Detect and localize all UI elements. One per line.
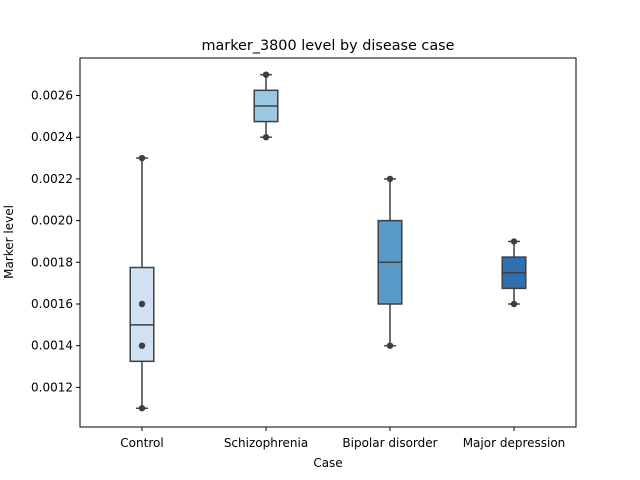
x-axis-label: Case xyxy=(313,456,342,470)
box-group xyxy=(377,175,403,349)
y-tick-label: 0.0022 xyxy=(31,172,73,186)
x-tick-label: Control xyxy=(120,436,163,450)
x-tick-label: Schizophrenia xyxy=(224,436,308,450)
plot-marks xyxy=(129,71,527,412)
box-group xyxy=(501,238,527,308)
data-point xyxy=(386,175,394,183)
data-point xyxy=(138,342,146,349)
y-tick-label: 0.0014 xyxy=(31,339,73,353)
box-group xyxy=(129,154,155,412)
plot-frame xyxy=(79,57,577,428)
y-tick-label: 0.0026 xyxy=(31,89,73,103)
x-axis: Control Schizophrenia Bipolar disorder Majo… xyxy=(120,427,565,450)
chart-title: marker_3800 level by disease case xyxy=(201,38,454,54)
box-group xyxy=(253,71,279,141)
y-tick-label: 0.0016 xyxy=(31,297,73,311)
y-tick-label: 0.0018 xyxy=(31,255,73,269)
data-point xyxy=(138,405,146,412)
data-point xyxy=(510,238,518,245)
data-point xyxy=(262,71,270,78)
y-tick-label: 0.0012 xyxy=(31,380,73,394)
data-point xyxy=(138,300,146,308)
box-iqr xyxy=(129,266,155,363)
x-tick-label: Bipolar disorder xyxy=(342,436,437,450)
data-point xyxy=(386,342,394,349)
y-tick-label: 0.0024 xyxy=(31,130,73,144)
x-tick-label: Major depression xyxy=(463,436,566,450)
y-tick-label: 0.0020 xyxy=(31,214,73,228)
data-point xyxy=(138,154,146,162)
data-point xyxy=(510,300,518,308)
y-axis: 0.0012 0.0014 0.0016 0.0018 0.0020 0.0022 0.00… xyxy=(31,89,80,394)
y-axis-label: Marker level xyxy=(2,205,16,279)
data-point xyxy=(262,134,270,141)
